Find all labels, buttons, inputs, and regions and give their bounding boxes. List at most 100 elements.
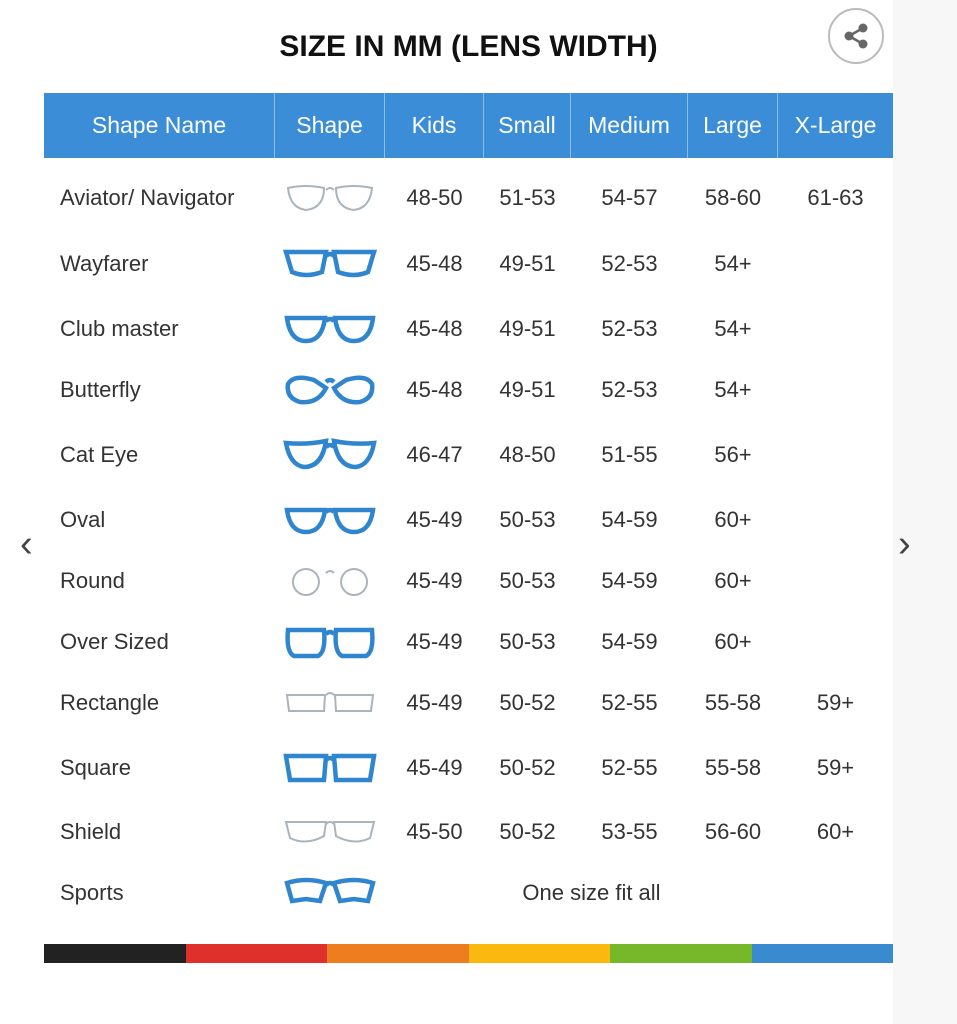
color-bar	[44, 944, 893, 963]
table-header: Shape Name Shape Kids Small Medium Large…	[44, 93, 893, 158]
glasses-cateye-icon	[275, 430, 385, 480]
size-kids: 45-49	[406, 755, 463, 780]
bar-yellow	[468, 944, 610, 963]
table-row: Square 45-49 50-52 52-55 55-58 59+	[44, 743, 893, 793]
table-row: Butterfly 45-48 49-51 52-53 54+	[44, 365, 893, 415]
bar-green	[610, 944, 752, 963]
size-medium: 51-55	[601, 442, 658, 467]
size-large: 60+	[714, 507, 752, 532]
table-row: Wayfarer 45-48 49-51 52-53 54+	[44, 239, 893, 289]
bar-black	[44, 944, 186, 963]
size-small: 50-53	[499, 568, 556, 593]
size-kids: 46-47	[406, 442, 463, 467]
glasses-aviator-icon	[275, 173, 385, 223]
size-large: 55-58	[704, 690, 762, 715]
glasses-oversized-icon	[275, 617, 385, 667]
header-small: Small	[484, 93, 571, 158]
size-small: 50-53	[499, 629, 556, 654]
size-kids: 48-50	[406, 185, 463, 210]
size-note: One size fit all	[522, 880, 661, 905]
size-small: 49-51	[499, 251, 556, 276]
table-row: Shield 45-50 50-52 53-55 56-60 60+	[44, 807, 893, 857]
shape-name: Aviator/ Navigator	[60, 185, 235, 210]
size-medium: 54-59	[601, 507, 658, 532]
size-large: 54+	[714, 377, 752, 402]
table-row: Over Sized 45-49 50-53 54-59 60+	[44, 617, 893, 667]
size-small: 50-52	[499, 755, 556, 780]
bar-red	[185, 944, 327, 963]
header-shape-name: Shape Name	[44, 93, 275, 158]
shape-name: Club master	[60, 316, 179, 341]
size-large: 54+	[714, 316, 752, 341]
size-x-large: 61-63	[807, 185, 864, 210]
size-large: 56-60	[704, 819, 762, 844]
header-large: Large	[688, 93, 778, 158]
size-x-large	[778, 617, 893, 667]
glasses-round-icon	[275, 556, 385, 606]
size-medium: 52-55	[601, 755, 658, 780]
shape-name: Wayfarer	[60, 251, 149, 276]
glasses-shield-icon	[275, 807, 385, 857]
size-kids: 45-48	[406, 316, 463, 341]
size-large: 60+	[714, 629, 752, 654]
side-background	[893, 0, 957, 1024]
table-row: Round 45-49 50-53 54-59 60+	[44, 556, 893, 606]
glasses-oval-icon	[275, 495, 385, 545]
size-medium: 54-59	[601, 568, 658, 593]
glasses-sports-icon	[275, 868, 385, 918]
shape-name: Rectangle	[60, 690, 160, 715]
glasses-clubmaster-icon	[275, 304, 385, 354]
shape-name: Over Sized	[60, 629, 169, 654]
table-row: Aviator/ Navigator 48-50 51-53 54-57 58-60 61…	[44, 173, 893, 223]
bar-orange	[327, 944, 469, 963]
header-shape: Shape	[275, 93, 385, 158]
bar-blue	[751, 944, 893, 963]
header-medium: Medium	[571, 93, 688, 158]
size-medium: 52-55	[601, 690, 658, 715]
next-arrow-icon[interactable]: ›	[898, 523, 911, 565]
size-x-large: 60+	[816, 819, 855, 844]
size-large: 54+	[714, 251, 752, 276]
header-kids: Kids	[385, 93, 484, 158]
size-medium: 54-57	[601, 185, 658, 210]
prev-arrow-icon[interactable]: ‹	[20, 523, 33, 565]
glasses-butterfly-icon	[275, 365, 385, 415]
size-kids: 45-49	[406, 568, 463, 593]
size-small: 49-51	[499, 316, 556, 341]
page-title: SIZE IN MM (LENS WIDTH)	[279, 30, 658, 63]
size-kids: 45-49	[406, 690, 463, 715]
glasses-wayfarer-icon	[275, 239, 385, 289]
size-x-large	[778, 304, 893, 354]
size-small: 50-53	[499, 507, 556, 532]
size-small: 51-53	[499, 185, 556, 210]
glasses-rectangle-icon	[275, 678, 385, 728]
size-large: 56+	[714, 442, 752, 467]
size-medium: 52-53	[601, 377, 658, 402]
size-medium: 52-53	[601, 251, 658, 276]
size-large: 55-58	[704, 755, 762, 780]
share-icon	[844, 23, 868, 49]
shape-name: Shield	[60, 819, 122, 844]
shape-name: Butterfly	[60, 377, 141, 402]
size-x-large: 59+	[816, 755, 855, 780]
size-medium: 52-53	[601, 316, 658, 341]
table-row: Sports One size fit all	[44, 868, 893, 918]
size-kids: 45-49	[406, 507, 463, 532]
size-x-large	[778, 365, 893, 415]
size-x-large	[778, 239, 893, 289]
header-x-large: X-Large	[794, 112, 877, 138]
shape-name: Square	[60, 755, 131, 780]
table-row: Cat Eye 46-47 48-50 51-55 56+	[44, 430, 893, 480]
size-x-large	[778, 495, 893, 545]
size-medium: 54-59	[601, 629, 658, 654]
size-small: 49-51	[499, 377, 556, 402]
size-x-large: 59+	[816, 690, 855, 715]
shape-name: Sports	[60, 880, 124, 905]
share-button[interactable]	[828, 8, 884, 64]
shape-name: Round	[60, 568, 125, 593]
glasses-square-icon	[275, 743, 385, 793]
size-kids: 45-50	[406, 819, 463, 844]
size-large: 58-60	[704, 185, 762, 210]
size-large: 60+	[714, 568, 752, 593]
size-small: 50-52	[499, 690, 556, 715]
